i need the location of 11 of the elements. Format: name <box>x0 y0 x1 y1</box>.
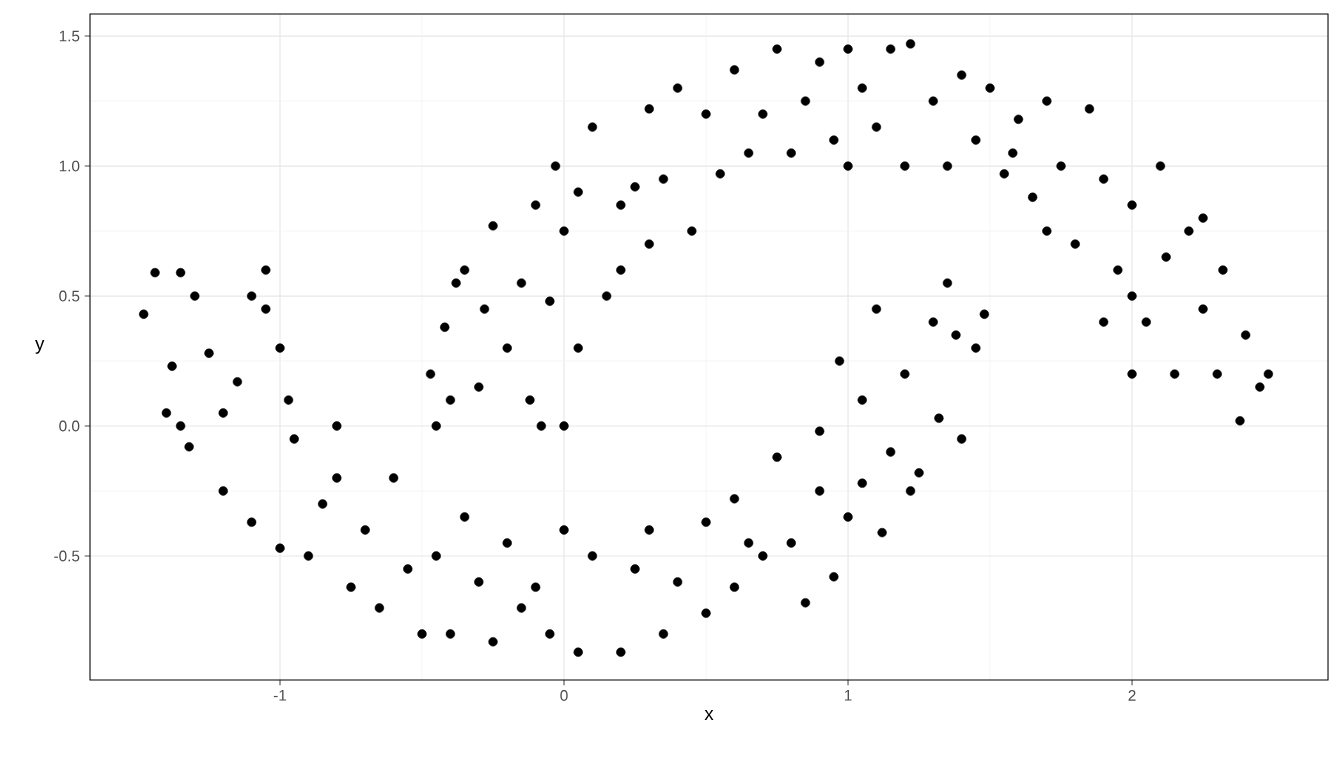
y-tick-label: -0.5 <box>54 550 80 562</box>
y-tick-label: 0.5 <box>59 290 80 302</box>
y-tick-label: 1.0 <box>59 160 80 172</box>
x-tick-label: -1 <box>273 690 287 701</box>
y-tick-label: 1.5 <box>59 30 80 42</box>
y-axis-title: y <box>35 340 45 354</box>
x-tick-label: 0 <box>560 690 568 701</box>
x-tick-label: 2 <box>1128 690 1136 701</box>
y-tick-label: 0.0 <box>59 420 80 432</box>
x-axis-title: x <box>704 710 714 720</box>
x-tick-label: 1 <box>844 690 852 701</box>
